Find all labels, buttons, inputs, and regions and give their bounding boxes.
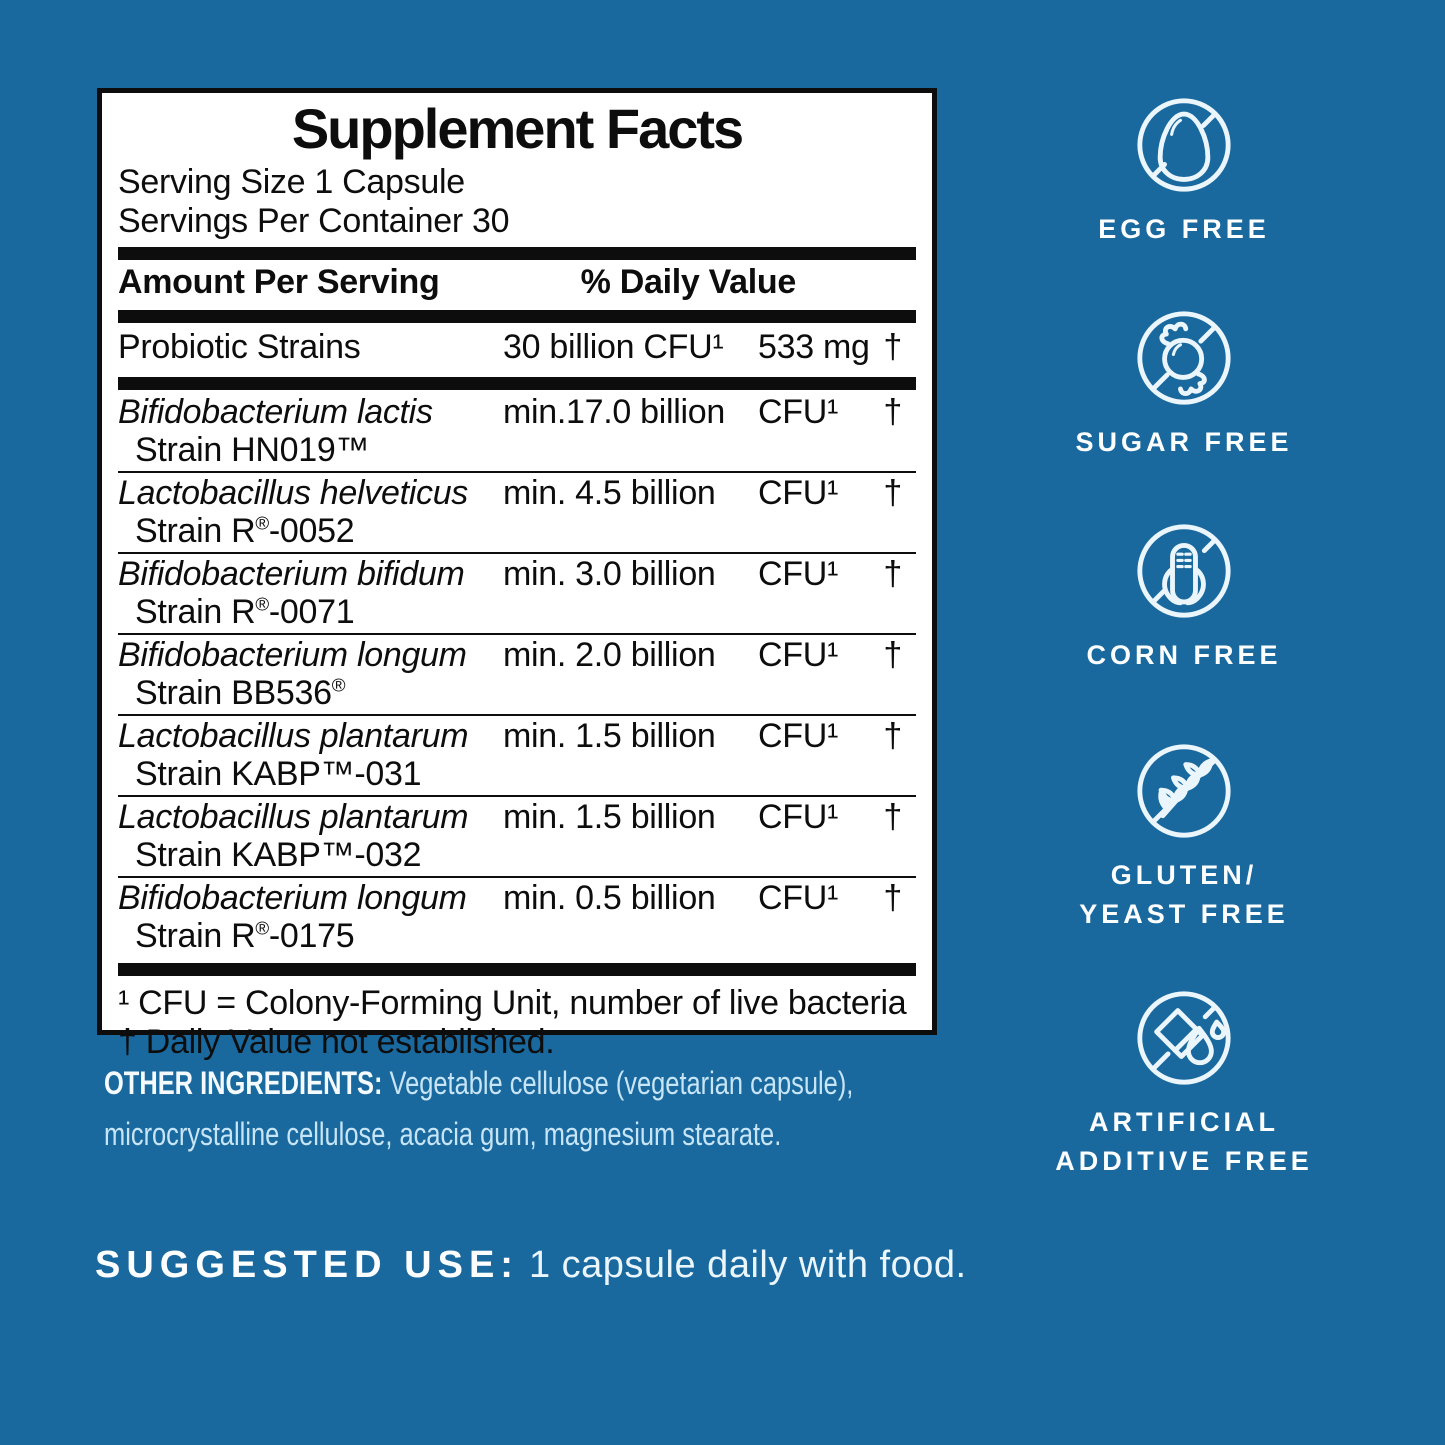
strain-species: Lactobacillus helveticus [118,474,468,512]
strain-species: Bifidobacterium lactis [118,393,433,431]
strain-species: Bifidobacterium longum [118,636,467,674]
strain-species: Lactobacillus plantarum [118,717,469,755]
candy-crossed-icon [1137,311,1231,405]
probiotic-strains-row: Probiotic Strains 30 billion CFU¹ 533 mg… [118,323,916,371]
strain-amount: min. 0.5 billion [503,879,716,917]
daily-value-dagger: † [883,393,902,431]
divider-thick [118,310,916,323]
table-row: Lactobacillus plantarum min. 1.5 billion… [118,714,916,795]
table-row: Bifidobacterium lactis min.17.0 billion … [118,392,916,471]
strain-unit: CFU¹ [758,474,838,512]
badge-corn-free: CORN FREE [1038,518,1330,675]
servings-per-container: Servings Per Container 30 [118,202,510,240]
corn-crossed-icon [1137,524,1231,618]
badge-artificial-additive-free: ARTIFICIAL ADDITIVE FREE [1038,985,1330,1181]
daily-value-dagger: † [883,474,902,512]
table-row: Lactobacillus helveticus min. 4.5 billio… [118,471,916,552]
badge-label: SUGAR FREE [1075,427,1293,457]
column-daily-value: % Daily Value [580,263,797,301]
strain-species: Lactobacillus plantarum [118,798,469,836]
divider-thick [118,247,916,260]
row-weight: 533 mg [758,328,870,366]
additive-crossed-icon [1137,991,1231,1085]
suggested-use-text: 1 capsule daily with food. [528,1244,967,1286]
daily-value-dagger: † [883,717,902,755]
strain-code: Strain HN019™ [135,431,370,469]
panel-title: Supplement Facts [291,97,744,160]
strain-code: Strain BB536® [135,674,346,712]
strain-amount: min. 1.5 billion [503,717,716,755]
strain-code: Strain KABP™-032 [135,836,422,874]
daily-value-dagger: † [883,879,902,917]
divider-thick [118,377,916,390]
egg-crossed-icon [1137,98,1231,192]
footnote-cfu: ¹ CFU = Colony-Forming Unit, number of l… [118,984,907,1022]
other-ingredients-text: Vegetable cellulose (vegetarian capsule)… [104,1065,854,1152]
wheat-crossed-icon [1137,744,1231,838]
badge-label: EGG FREE [1098,214,1270,244]
daily-value-dagger: † [883,636,902,674]
strain-species: Bifidobacterium bifidum [118,555,465,593]
serving-size: Serving Size 1 Capsule [118,163,465,201]
strain-amount: min. 4.5 billion [503,474,716,512]
badge-egg-free: EGG FREE [1038,92,1330,249]
daily-value-dagger: † [883,328,902,366]
row-name: Probiotic Strains [118,328,361,366]
strain-amount: min.17.0 billion [503,393,725,431]
table-row: Bifidobacterium bifidum min. 3.0 billion… [118,552,916,633]
strain-amount: min. 2.0 billion [503,636,716,674]
strain-unit: CFU¹ [758,393,838,431]
strain-unit: CFU¹ [758,636,838,674]
badge-label: GLUTEN/ YEAST FREE [1079,860,1289,929]
strain-amount: min. 1.5 billion [503,798,716,836]
footnote-daily-value: † Daily Value not established. [118,1023,555,1061]
strain-code: Strain KABP™-031 [135,755,422,793]
strain-unit: CFU¹ [758,798,838,836]
divider-thick [118,963,916,976]
table-row: Bifidobacterium longum min. 2.0 billion … [118,633,916,714]
daily-value-dagger: † [883,798,902,836]
strain-unit: CFU¹ [758,879,838,917]
table-row: Bifidobacterium longum min. 0.5 billion … [118,876,916,957]
row-amount: 30 billion CFU¹ [503,328,724,366]
column-amount-per-serving: Amount Per Serving [118,263,440,301]
supplement-facts-panel: Supplement Facts Serving Size 1 Capsule … [97,88,937,1061]
strain-species: Bifidobacterium longum [118,879,467,917]
other-ingredients: OTHER INGREDIENTS: Vegetable cellulose (… [104,1058,939,1160]
table-row: Lactobacillus plantarum min. 1.5 billion… [118,795,916,876]
daily-value-dagger: † [883,555,902,593]
badge-gluten-yeast-free: GLUTEN/ YEAST FREE [1038,738,1330,934]
other-ingredients-label: OTHER INGREDIENTS: [104,1065,383,1101]
strain-rows: Bifidobacterium lactis min.17.0 billion … [118,392,916,957]
strain-unit: CFU¹ [758,717,838,755]
table-header: Amount Per Serving % Daily Value [118,260,916,304]
strain-unit: CFU¹ [758,555,838,593]
strain-code: Strain R®-0175 [135,917,355,955]
badge-label: ARTIFICIAL ADDITIVE FREE [1055,1107,1313,1176]
badge-sugar-free: SUGAR FREE [1038,305,1330,462]
strain-code: Strain R®-0071 [135,593,355,631]
suggested-use: SUGGESTED USE: 1 capsule daily with food. [95,1242,967,1288]
suggested-use-label: SUGGESTED USE: [95,1244,519,1286]
badge-label: CORN FREE [1086,640,1282,670]
strain-amount: min. 3.0 billion [503,555,716,593]
strain-code: Strain R®-0052 [135,512,355,550]
